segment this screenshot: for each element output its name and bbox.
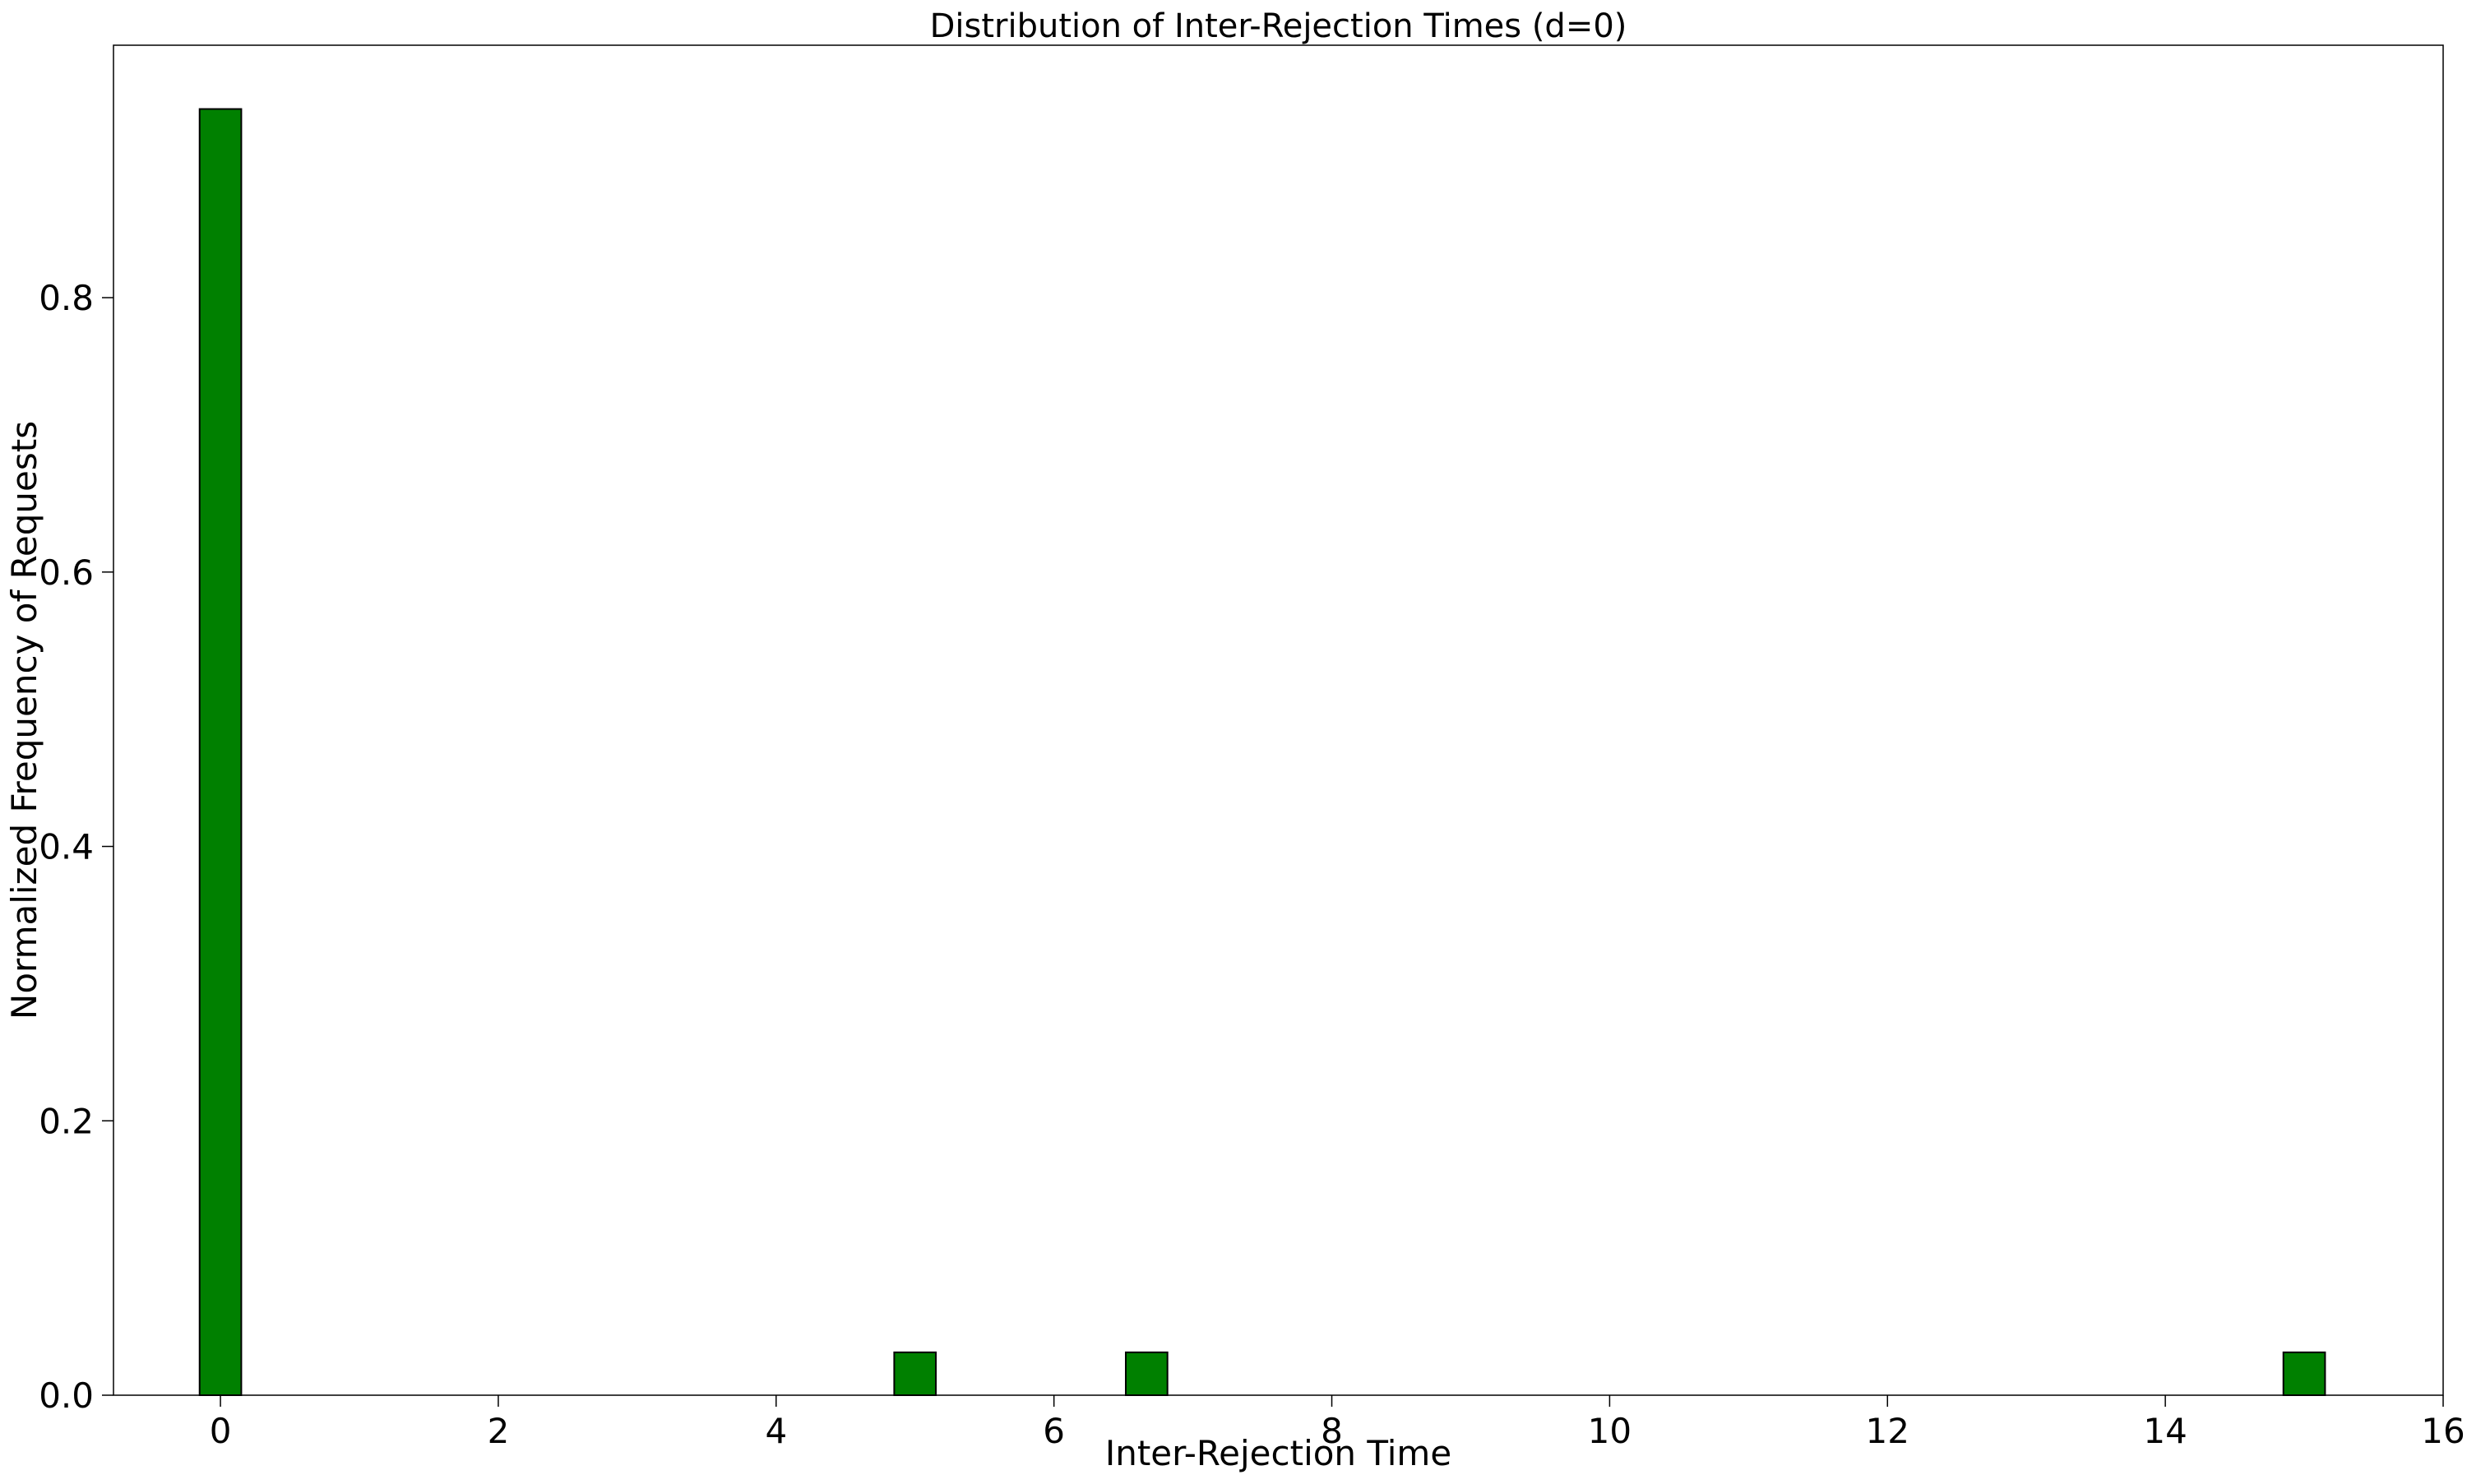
y-tick-label-3: 0.6 — [39, 552, 94, 593]
x-tick-label-7: 14 — [2143, 1411, 2187, 1451]
y-tick-label-0: 0.0 — [39, 1375, 94, 1416]
x-axis-label: Inter-Rejection Time — [1105, 1433, 1451, 1473]
bar-4 — [1125, 1351, 1169, 1396]
x-tick-label-0: 0 — [210, 1411, 232, 1451]
y-tick-label-1: 0.2 — [39, 1101, 94, 1141]
y-tick-label-2: 0.4 — [39, 827, 94, 867]
y-axis-ticks: 0.0 0.2 0.4 0.6 0.8 — [39, 278, 113, 1416]
plot-frame — [113, 44, 2444, 1396]
y-tick-label-4: 0.8 — [39, 278, 94, 318]
x-tick-label-1: 2 — [488, 1411, 510, 1451]
x-axis-ticks: 0 2 4 6 8 10 12 14 16 — [210, 1395, 2465, 1451]
x-tick-label-2: 4 — [765, 1411, 787, 1451]
x-tick-label-5: 10 — [1588, 1411, 1632, 1451]
x-tick-label-8: 16 — [2421, 1411, 2465, 1451]
chart-title: Distribution of Inter-Rejection Times (d… — [930, 7, 1627, 45]
bars-layer — [198, 108, 2326, 1397]
bar-3 — [893, 1351, 937, 1396]
x-tick-label-6: 12 — [1866, 1411, 1909, 1451]
bar-9 — [2282, 1351, 2326, 1396]
y-axis-label: Normalized Frequency of Requests — [4, 421, 44, 1019]
x-tick-label-3: 6 — [1043, 1411, 1065, 1451]
x-tick-label-4: 8 — [1321, 1411, 1343, 1451]
bar-0 — [198, 108, 243, 1397]
